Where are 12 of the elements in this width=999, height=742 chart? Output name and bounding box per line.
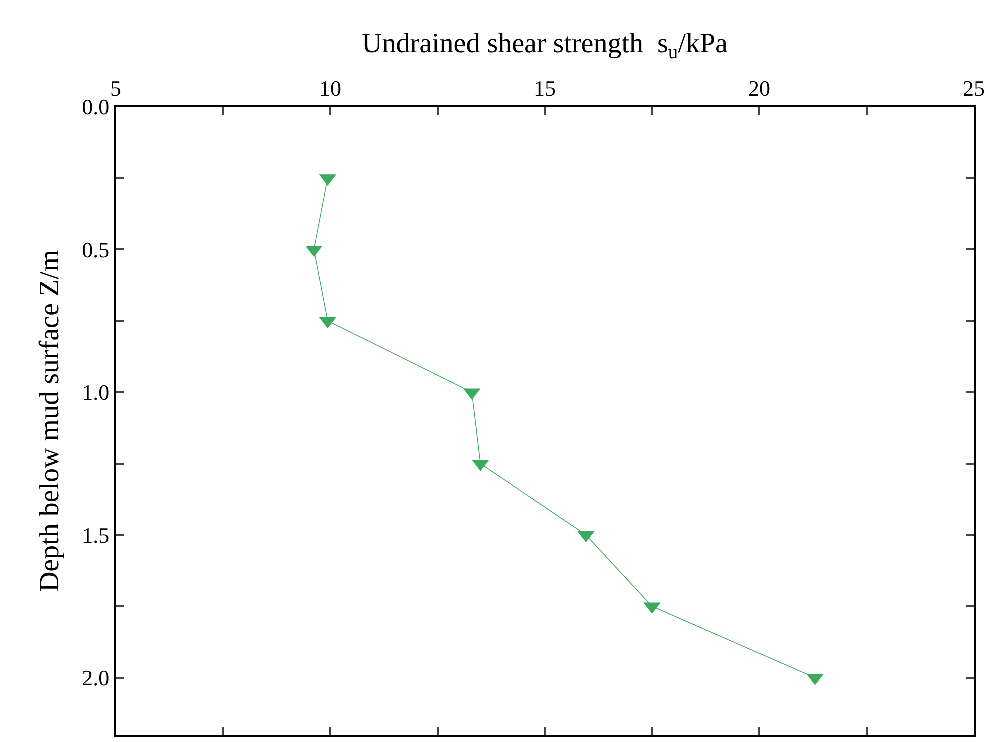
x-tick-label: 25 (963, 76, 985, 102)
x-tick-label: 5 (110, 76, 122, 102)
x-tick-label: 15 (534, 76, 556, 102)
x-tick-label: 10 (320, 76, 342, 102)
y-axis-title: Depth below mud surface Z/m (34, 250, 66, 592)
y-tick-label: 2.0 (82, 666, 110, 691)
y-tick-label: 0.0 (82, 94, 110, 120)
y-tick-label: 1.0 (82, 380, 110, 406)
x-axis-title: Undrained shear strength s$_{u}$/kPa (362, 28, 729, 64)
x-tick-label: 20 (748, 76, 770, 102)
y-tick-label: 0.5 (82, 237, 110, 262)
y-tick-label: 1.5 (82, 522, 110, 548)
